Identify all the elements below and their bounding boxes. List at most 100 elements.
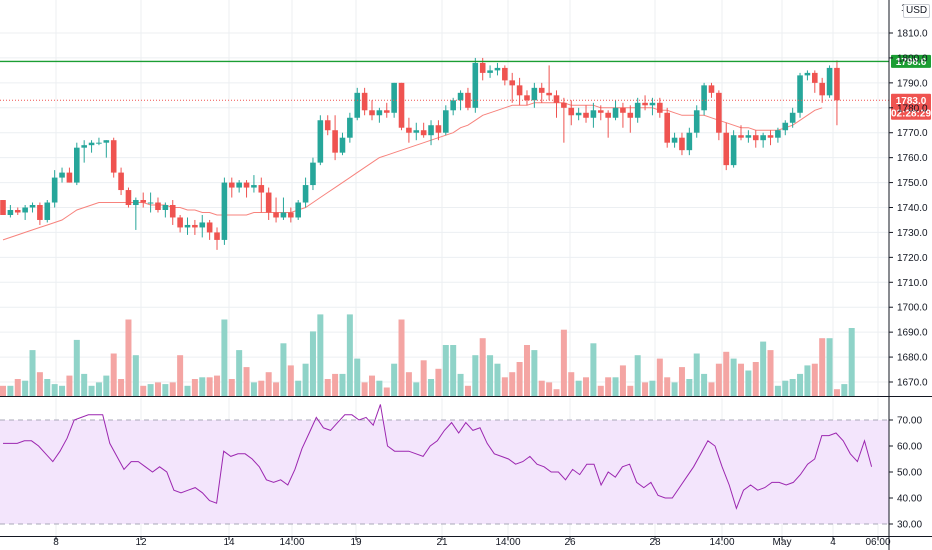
candle[interactable] (243, 180, 250, 198)
candle[interactable] (561, 97, 567, 143)
candle[interactable] (538, 82, 545, 103)
candle[interactable] (339, 132, 346, 156)
candle[interactable] (428, 120, 434, 146)
candle[interactable] (74, 142, 80, 186)
candle[interactable] (657, 97, 663, 118)
candle[interactable] (177, 214, 183, 233)
candle[interactable] (435, 120, 442, 141)
candle[interactable] (0, 200, 6, 215)
candle[interactable] (310, 157, 316, 191)
candle[interactable] (502, 65, 508, 86)
candle[interactable] (22, 205, 28, 220)
candle[interactable] (826, 65, 833, 98)
candle[interactable] (110, 137, 117, 178)
candle[interactable] (443, 105, 449, 136)
candle[interactable] (66, 167, 73, 183)
candle[interactable] (383, 102, 390, 118)
candle[interactable] (324, 115, 331, 136)
candle[interactable] (457, 90, 464, 111)
candle[interactable] (332, 115, 338, 161)
candle[interactable] (752, 130, 759, 148)
candle[interactable] (472, 57, 479, 113)
candle[interactable] (140, 192, 147, 208)
candle[interactable] (797, 72, 803, 118)
candle[interactable] (228, 177, 235, 198)
candle[interactable] (686, 127, 693, 156)
candle[interactable] (206, 219, 213, 240)
candlesticks[interactable] (0, 57, 840, 250)
candle[interactable] (44, 200, 51, 223)
candle[interactable] (413, 122, 420, 141)
candle[interactable] (302, 177, 309, 208)
candle[interactable] (184, 217, 191, 235)
candle[interactable] (671, 132, 678, 148)
candle[interactable] (620, 102, 626, 128)
candle[interactable] (288, 207, 294, 223)
candle[interactable] (605, 110, 611, 138)
candle[interactable] (693, 105, 700, 138)
candle[interactable] (251, 175, 257, 193)
candle[interactable] (524, 90, 530, 106)
candle[interactable] (14, 207, 21, 215)
candle[interactable] (280, 197, 287, 220)
candle[interactable] (649, 97, 656, 116)
candle[interactable] (760, 132, 766, 148)
candle[interactable] (376, 107, 383, 123)
candle[interactable] (716, 90, 722, 141)
candle[interactable] (568, 100, 575, 126)
candle[interactable] (597, 105, 604, 121)
candle[interactable] (775, 127, 781, 143)
candle[interactable] (369, 100, 375, 121)
candle[interactable] (199, 214, 206, 238)
candle[interactable] (789, 107, 796, 128)
candle[interactable] (398, 82, 405, 131)
candle[interactable] (723, 122, 730, 171)
candle[interactable] (642, 95, 648, 111)
candle[interactable] (258, 177, 265, 213)
candle[interactable] (295, 200, 301, 220)
candle[interactable] (812, 70, 818, 93)
candle[interactable] (88, 140, 95, 153)
candle[interactable] (516, 77, 523, 106)
candle[interactable] (103, 140, 110, 158)
candle[interactable] (347, 112, 353, 143)
candle[interactable] (51, 170, 58, 208)
candle[interactable] (701, 82, 707, 116)
candle[interactable] (546, 65, 552, 101)
candle[interactable] (590, 102, 597, 128)
candle[interactable] (265, 187, 272, 220)
candle[interactable] (804, 70, 811, 81)
candle[interactable] (361, 87, 368, 116)
candle[interactable] (37, 202, 43, 225)
candle[interactable] (679, 132, 685, 156)
candle[interactable] (221, 177, 228, 245)
candle[interactable] (465, 87, 471, 111)
candle[interactable] (627, 105, 634, 133)
candle[interactable] (738, 125, 744, 141)
candle[interactable] (273, 197, 279, 223)
candle[interactable] (612, 100, 619, 121)
candle[interactable] (575, 107, 582, 121)
candle[interactable] (509, 72, 516, 103)
candle[interactable] (487, 65, 493, 78)
currency-badge[interactable]: USD (903, 4, 931, 18)
candle[interactable] (583, 105, 589, 123)
candle[interactable] (118, 167, 124, 196)
candle[interactable] (834, 60, 840, 126)
candle[interactable] (391, 82, 397, 118)
candle[interactable] (7, 205, 14, 218)
candle[interactable] (730, 130, 737, 168)
candle[interactable] (162, 202, 169, 218)
candle[interactable] (81, 140, 87, 163)
candle[interactable] (494, 62, 501, 76)
candle[interactable] (155, 197, 161, 213)
candle[interactable] (708, 82, 715, 98)
candle[interactable] (745, 130, 752, 143)
candle[interactable] (354, 87, 361, 121)
candle[interactable] (29, 202, 36, 213)
candle[interactable] (553, 90, 560, 118)
candle[interactable] (169, 200, 176, 225)
candle[interactable] (147, 192, 154, 213)
candle[interactable] (96, 137, 102, 146)
